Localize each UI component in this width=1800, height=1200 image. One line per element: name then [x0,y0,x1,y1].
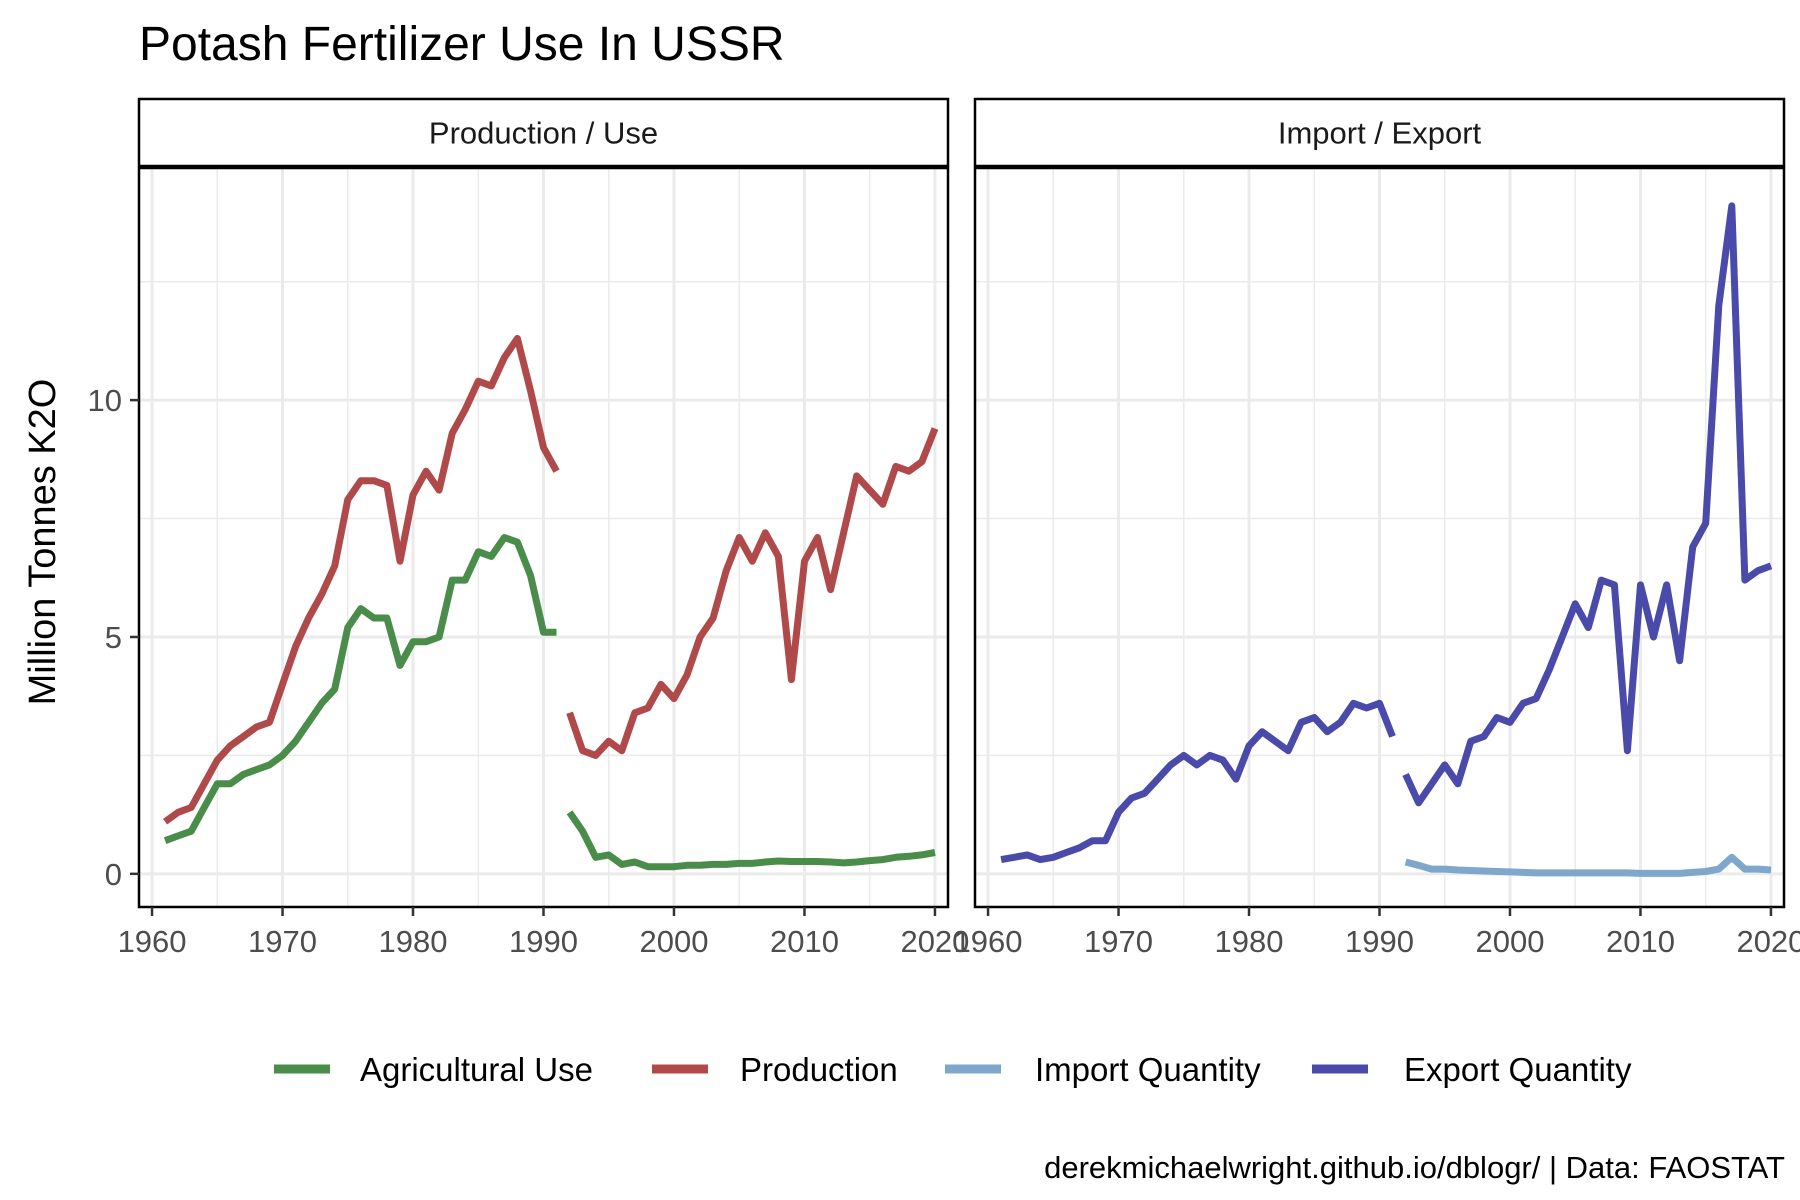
series-line-production [566,427,939,759]
series-export-quantity [1000,202,1773,864]
x-tick-label: 1980 [379,924,448,959]
x-tick-label: 2020 [900,924,969,959]
chart-caption: derekmichaelwright.github.io/dblogr/ | D… [1044,1150,1785,1185]
facet-strip-production-use [137,97,950,168]
x-tick-label: 1960 [118,924,187,959]
y-axis-title: Million Tonnes K2O [22,379,64,706]
legend-label: Export Quantity [1404,1051,1632,1088]
x-tick-label: 1980 [1215,924,1284,959]
y-tick-label: 10 [88,383,122,418]
x-tick-label: 1990 [509,924,578,959]
facet-strip-label: Import / Export [1278,116,1482,151]
gridlines [139,168,948,907]
facet-strip-label: Production / Use [429,116,658,151]
series-line-production [163,335,560,825]
series-production [163,335,939,825]
panel-import-export: Import / Export 1960 1970 1980 1990 2000 2010 2… [954,97,1800,959]
x-tick-label: 1970 [1084,924,1153,959]
legend: Agricultural Use Production Import Quantit… [274,1051,1632,1088]
x-tick-label: 2010 [1606,924,1675,959]
x-tick-label: 2010 [770,924,839,959]
series-line-agricultural-use [566,810,936,871]
x-axis: 1960 1970 1980 1990 2000 2010 2020 [118,907,969,959]
panel-production-use: Production / Use 1960 1970 1980 1990 2000 2010… [88,97,969,959]
x-tick-label: 1960 [954,924,1023,959]
y-tick-label: 0 [105,857,122,892]
series-import-quantity [1404,853,1772,877]
facet-panels: Production / Use 1960 1970 1980 1990 2000 2010… [88,97,1800,959]
legend-item-production: Production [652,1051,898,1088]
x-tick-label: 1990 [1345,924,1414,959]
y-axis: 0 5 10 [88,383,139,892]
series-line-agricultural-use [163,534,557,844]
legend-item-agricultural-use: Agricultural Use [274,1051,593,1088]
legend-item-export-quantity: Export Quantity [1312,1051,1632,1088]
y-tick-label: 5 [105,620,122,655]
x-tick-label: 2000 [639,924,708,959]
x-tick-label: 2020 [1736,924,1800,959]
legend-label: Import Quantity [1035,1051,1261,1088]
chart-title: Potash Fertilizer Use In USSR [139,18,785,71]
x-tick-label: 2000 [1475,924,1544,959]
x-tick-label: 1970 [248,924,317,959]
gridlines [975,168,1784,907]
legend-label: Agricultural Use [360,1051,593,1088]
facet-strip-import-export [973,97,1786,168]
x-axis: 1960 1970 1980 1990 2000 2010 2020 [954,907,1800,959]
series-agricultural-use [163,534,936,871]
legend-item-import-quantity: Import Quantity [945,1051,1261,1088]
series-line-export-quantity [1402,202,1773,807]
series-line-export-quantity [1000,699,1396,864]
series-line-import-quantity [1404,853,1772,877]
legend-label: Production [740,1051,898,1088]
